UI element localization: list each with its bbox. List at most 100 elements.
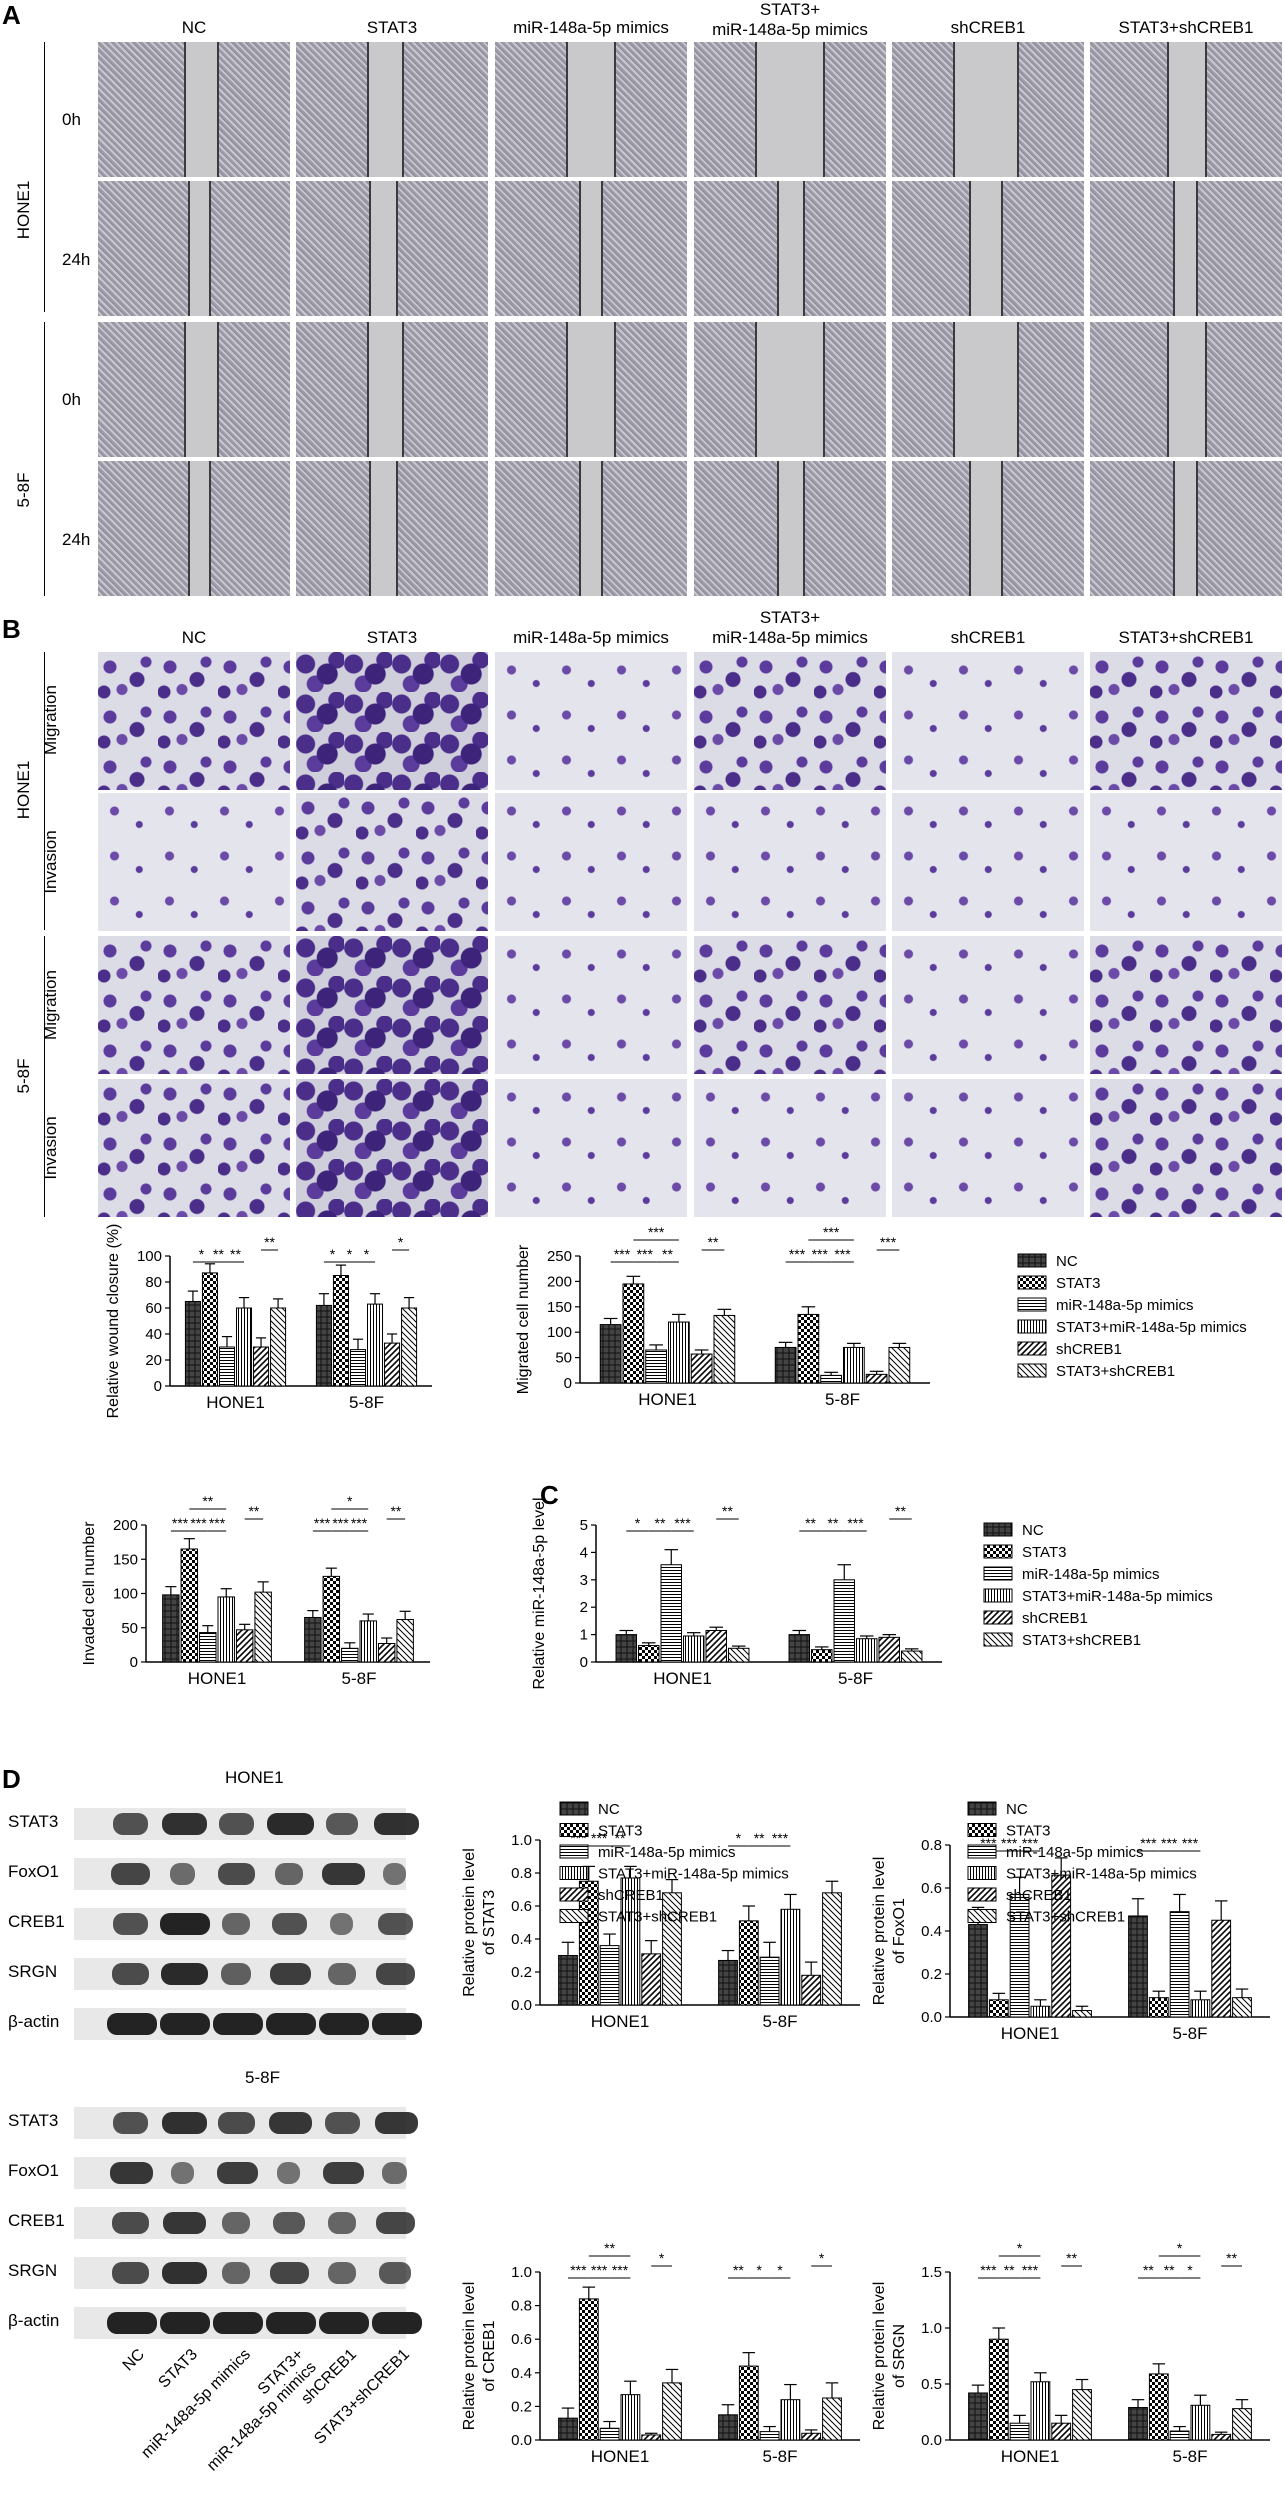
y-axis-label: Relative protein level bbox=[461, 1848, 478, 1997]
bar bbox=[1148, 2373, 1169, 2441]
significance-mark: * bbox=[736, 1830, 742, 1846]
lane-label: STAT3+ miR-148a-5p mimics bbox=[191, 2346, 320, 2475]
wound-edge bbox=[822, 42, 825, 177]
panel-label-b: B bbox=[2, 614, 21, 644]
y-tick-label: 100 bbox=[113, 1586, 138, 1603]
western-blot-band bbox=[266, 1813, 315, 1835]
bar bbox=[1030, 2005, 1051, 2018]
western-blot-band bbox=[378, 1913, 413, 1935]
western-blot-band bbox=[376, 2212, 416, 2234]
significance-mark: ** bbox=[1066, 2250, 1077, 2266]
protein-label: CREB1 bbox=[8, 2211, 65, 2230]
wound-healing-image bbox=[98, 461, 290, 596]
y-tick-label: 4 bbox=[580, 1544, 588, 1561]
significance-mark: *** bbox=[591, 1830, 608, 1846]
significance-mark: * bbox=[347, 1246, 353, 1262]
bar bbox=[1211, 1919, 1232, 2018]
significance-mark: ** bbox=[213, 1246, 224, 1262]
wound-edge bbox=[367, 42, 370, 177]
bar bbox=[236, 1307, 253, 1387]
wound-edge bbox=[395, 181, 398, 316]
y-tick-label: 0 bbox=[130, 1654, 138, 1671]
bar bbox=[184, 1301, 201, 1387]
western-blot-band bbox=[327, 1963, 356, 1985]
legend-label: miR-148a-5p mimics bbox=[1022, 1566, 1160, 1583]
legend-swatch bbox=[983, 1610, 1013, 1625]
significance-mark: * bbox=[1187, 2262, 1193, 2278]
bar bbox=[558, 1955, 578, 2006]
significance-mark: ** bbox=[828, 1515, 839, 1531]
y-tick-label: 0.4 bbox=[921, 1923, 942, 1940]
significance-mark: *** bbox=[332, 1515, 349, 1531]
legend-swatch bbox=[1017, 1363, 1047, 1378]
western-blot-band bbox=[218, 1863, 255, 1885]
significance-mark: *** bbox=[172, 1515, 189, 1531]
y-tick-label: 2 bbox=[580, 1599, 588, 1616]
y-axis-label: Relative protein level bbox=[871, 2282, 888, 2431]
y-tick-label: 50 bbox=[121, 1620, 138, 1637]
bar bbox=[1030, 2381, 1051, 2441]
y-tick-label: 150 bbox=[547, 1299, 572, 1316]
significance-mark: * bbox=[635, 1515, 641, 1531]
wound-gap bbox=[953, 42, 1017, 177]
wound-healing-image bbox=[495, 181, 687, 316]
lane-label-line: NC bbox=[119, 2346, 149, 2375]
bar bbox=[638, 1645, 660, 1663]
significance-mark: *** bbox=[789, 1246, 806, 1262]
wound-edge bbox=[188, 461, 191, 596]
bar bbox=[620, 1877, 641, 2006]
legend-label: STAT3+miR-148a-5p mimics bbox=[1056, 1319, 1247, 1336]
bar bbox=[620, 2394, 641, 2441]
wound-edge bbox=[579, 461, 582, 596]
legend-swatch bbox=[559, 1823, 589, 1837]
wound-edge bbox=[401, 322, 404, 457]
legend-label: STAT3+miR-148a-5p mimics bbox=[598, 1866, 789, 1883]
wound-healing-image bbox=[495, 322, 687, 457]
x-tick-label: HONE1 bbox=[188, 1669, 247, 1688]
significance-mark: ** bbox=[390, 1503, 401, 1519]
bar bbox=[1128, 1915, 1148, 2018]
legend-label: shCREB1 bbox=[598, 1887, 664, 1904]
bar bbox=[377, 1643, 396, 1663]
column-header-line: shCREB1 bbox=[950, 18, 1026, 37]
significance-mark: * bbox=[364, 1246, 370, 1262]
bar bbox=[662, 2382, 682, 2441]
significance-mark: *** bbox=[614, 1246, 631, 1262]
column-header-line: miR-148a-5p mimics bbox=[513, 18, 669, 37]
legend-label: shCREB1 bbox=[1006, 1887, 1072, 1904]
significance-mark: * bbox=[1177, 2240, 1183, 2256]
wound-edge bbox=[184, 322, 187, 457]
western-blot-band bbox=[269, 1963, 311, 1985]
wound-gap bbox=[1172, 181, 1196, 316]
bar bbox=[788, 1634, 811, 1663]
western-blot-strip bbox=[74, 1958, 416, 1990]
western-blot-strip bbox=[74, 2307, 422, 2339]
significance-mark: *** bbox=[1140, 1835, 1157, 1851]
legend-label: NC bbox=[1022, 1522, 1044, 1539]
wound-edge bbox=[755, 322, 758, 457]
western-blot-band bbox=[106, 2312, 157, 2334]
blot-title: HONE1 bbox=[225, 1768, 284, 1787]
bar bbox=[738, 1920, 759, 2006]
cell-line-label: 5-8F bbox=[14, 472, 33, 508]
bar bbox=[253, 1346, 270, 1387]
legend-swatch bbox=[967, 1823, 997, 1837]
y-axis-label: of STAT3 bbox=[481, 1890, 498, 1955]
bar bbox=[615, 1634, 638, 1663]
bar bbox=[162, 1594, 180, 1663]
legend-swatch bbox=[1017, 1253, 1047, 1268]
bar bbox=[622, 1283, 645, 1384]
transwell-image bbox=[1090, 1079, 1282, 1217]
wound-edge bbox=[1172, 461, 1175, 596]
significance-mark: *** bbox=[1161, 1835, 1178, 1851]
x-tick-label: HONE1 bbox=[638, 1390, 697, 1409]
wound-gap bbox=[367, 42, 402, 177]
transwell-image bbox=[98, 793, 290, 931]
western-blot-band bbox=[162, 2212, 206, 2234]
bar bbox=[367, 1303, 384, 1387]
bar bbox=[1169, 1911, 1190, 2018]
western-blot-band bbox=[265, 2013, 316, 2035]
bar bbox=[401, 1307, 418, 1387]
legend: NC STAT3 miR-148a-5p mimics STAT3+miR-148a-… bbox=[983, 1522, 1213, 1649]
legend-label: STAT3+shCREB1 bbox=[1022, 1632, 1141, 1649]
